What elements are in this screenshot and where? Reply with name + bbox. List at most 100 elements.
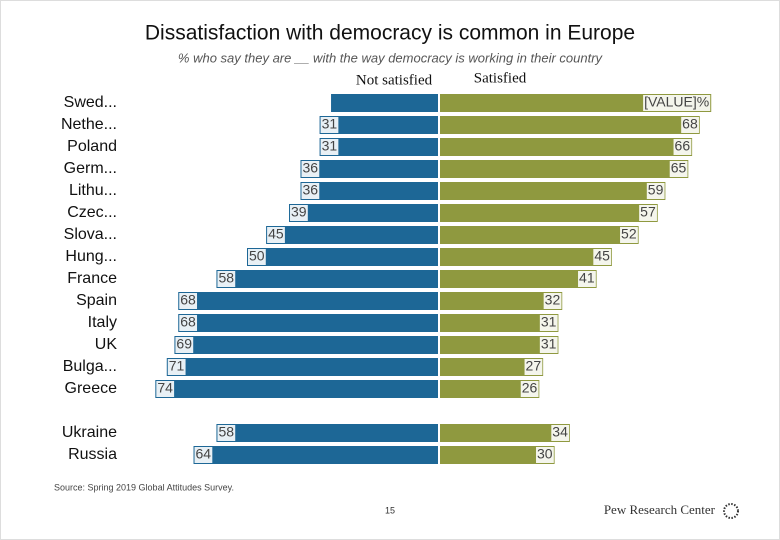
value-label-group: 31	[539, 336, 558, 353]
value-label-bg	[179, 315, 198, 331]
value-label-bg	[217, 425, 236, 441]
category-label: Greece	[65, 380, 118, 397]
bar	[216, 270, 438, 288]
bar	[266, 226, 438, 244]
value-label-bg	[536, 447, 554, 463]
bar	[178, 292, 439, 310]
bar	[319, 116, 438, 134]
value-label-group: 27	[524, 358, 543, 375]
chart-subtitle: % who say they are __ with the way democ…	[178, 50, 604, 65]
value-label-bg	[551, 425, 570, 441]
value-label-bg	[639, 205, 657, 221]
value-label-group: 45	[593, 248, 612, 265]
value-label-group: 71	[167, 358, 186, 375]
bar	[331, 94, 438, 112]
value-label-group: 64	[194, 446, 213, 463]
bar	[440, 138, 693, 156]
value-label-group: 57	[639, 204, 657, 221]
value-label: 41	[579, 270, 595, 286]
category-label: Swed...	[64, 94, 117, 111]
value-label-group: 58	[217, 270, 236, 287]
value-label-group: 68	[179, 314, 198, 331]
value-label-bg	[167, 359, 186, 375]
value-label-bg	[524, 359, 543, 375]
bar	[440, 116, 700, 134]
category-label: Poland	[67, 138, 117, 155]
bar	[440, 424, 570, 442]
value-label: 27	[526, 358, 542, 374]
logo-mark	[723, 503, 739, 519]
value-label: 68	[180, 292, 196, 308]
value-label: 69	[176, 336, 192, 352]
value-label-group: 34	[551, 424, 570, 441]
value-label-bg	[175, 337, 194, 353]
category-label: Russia	[68, 446, 117, 463]
value-label-group: 30	[536, 446, 554, 463]
value-label-bg	[301, 161, 320, 177]
bar	[300, 182, 438, 200]
value-label-group: 74	[156, 380, 175, 397]
bar	[440, 380, 540, 398]
value-label-group: 31	[320, 138, 339, 155]
category-label: UK	[95, 336, 118, 353]
value-label: 45	[594, 248, 610, 264]
value-label: 59	[648, 182, 664, 198]
bar	[440, 226, 639, 244]
value-label: 58	[218, 424, 234, 440]
value-label-bg	[248, 249, 266, 265]
value-label-bg	[646, 183, 665, 199]
chart-title: Dissatisfaction with democracy is common…	[145, 22, 635, 45]
value-label-bg	[290, 205, 308, 221]
value-label: 68	[180, 314, 196, 330]
value-label-group: 58	[217, 424, 236, 441]
value-label: 52	[621, 226, 637, 242]
value-label-group: [VALUE]%	[643, 94, 711, 111]
value-label-group: 68	[681, 116, 699, 133]
value-label-group: 59	[646, 182, 665, 199]
bar	[166, 358, 438, 376]
value-label-group: 66	[673, 138, 692, 155]
value-label-bg	[578, 271, 596, 287]
category-label: Slova...	[64, 226, 117, 243]
value-label-bg	[267, 227, 285, 243]
value-label: 34	[552, 424, 568, 440]
category-label: Czec...	[67, 204, 117, 221]
value-label: 45	[268, 226, 284, 242]
value-label: 26	[522, 380, 538, 396]
value-label-bg	[539, 337, 558, 353]
bar	[440, 358, 544, 376]
value-label-bg	[156, 381, 175, 397]
value-label: 36	[302, 182, 318, 198]
value-label: 31	[541, 336, 557, 352]
value-label: 71	[169, 358, 185, 374]
category-label: Hung...	[65, 248, 117, 265]
bar	[247, 248, 438, 266]
value-label-bg	[194, 447, 213, 463]
value-label-group: 68	[179, 292, 198, 309]
value-label-bg	[539, 315, 558, 331]
bar	[193, 446, 438, 464]
value-label: [VALUE]%	[644, 94, 709, 110]
value-label-bg	[643, 95, 711, 111]
value-label: 30	[537, 446, 553, 462]
value-label-bg	[520, 381, 539, 397]
page-number: 15	[385, 505, 395, 515]
value-label-group: 31	[320, 116, 339, 133]
bar	[155, 380, 438, 398]
value-label: 31	[322, 116, 338, 132]
value-label-group: 45	[267, 226, 285, 243]
bar	[440, 292, 563, 310]
value-label: 74	[157, 380, 173, 396]
category-label: Lithu...	[69, 182, 117, 199]
value-label-group: 26	[520, 380, 539, 397]
bar	[440, 204, 658, 222]
bar	[440, 270, 597, 288]
value-label-group: 32	[543, 292, 562, 309]
category-label: Spain	[76, 292, 117, 309]
legend-label: Not satisfied	[356, 72, 433, 88]
value-label-group: 65	[669, 160, 688, 177]
value-label-bg	[620, 227, 638, 243]
bar	[440, 182, 666, 200]
value-label-bg	[320, 139, 339, 155]
value-label-bg	[179, 293, 198, 309]
